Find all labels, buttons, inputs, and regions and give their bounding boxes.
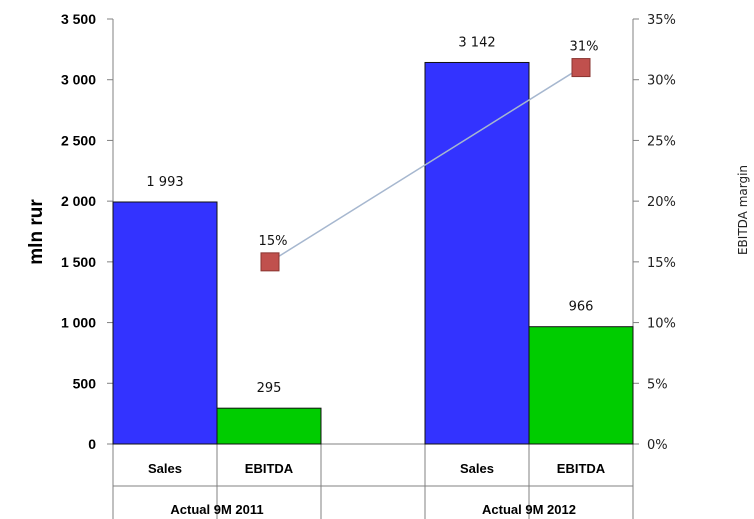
ebitda-value-label: 295 xyxy=(257,381,282,396)
y2-tick-label: 25% xyxy=(647,134,676,149)
y2-tick-label: 5% xyxy=(647,377,668,392)
y-tick-label: 0 xyxy=(88,436,96,452)
sales-bar-2 xyxy=(424,61,530,445)
margin-marker xyxy=(260,252,280,272)
category-label: EBITDA xyxy=(245,461,294,476)
margin-line xyxy=(269,66,582,263)
bars xyxy=(112,61,634,445)
y2-tick-label: 30% xyxy=(647,74,676,89)
category-label: EBITDA xyxy=(557,461,606,476)
y-axis-label: mln rur xyxy=(26,199,47,265)
category-label: Sales xyxy=(148,461,182,476)
y-tick-label: 1 000 xyxy=(61,315,96,331)
group-label: Actual 9M 2011 xyxy=(170,502,263,517)
sales-value-label: 1 993 xyxy=(146,175,183,190)
y-tick-label: 500 xyxy=(73,375,97,391)
margin-line-layer xyxy=(260,58,591,272)
margin-value-label: 15% xyxy=(259,234,288,249)
sales-bar-1 xyxy=(112,201,218,445)
y2-tick-label: 35% xyxy=(647,13,676,28)
ebitda-value-label: 966 xyxy=(569,300,594,315)
group-label: Actual 9M 2012 xyxy=(482,502,576,517)
y-tick-label: 2 500 xyxy=(61,132,96,148)
y2-tick-label: 20% xyxy=(647,195,676,210)
y2-tick-label: 15% xyxy=(647,256,676,271)
y-tick-label: 2 000 xyxy=(61,193,96,209)
y-tick-label: 3 000 xyxy=(61,72,96,88)
ebitda-bar-2 xyxy=(528,326,634,445)
category-label: Sales xyxy=(460,461,494,476)
y-tick-label: 3 500 xyxy=(61,11,96,27)
y2-tick-label: 10% xyxy=(647,317,676,332)
margin-marker xyxy=(571,58,591,78)
labels: 1 993 295 3 142 966 Sales EBITDA Sales EBITDA Ac… xyxy=(146,35,605,517)
y-tick-label: 1 500 xyxy=(61,254,96,270)
y2-tick-label: 0% xyxy=(647,438,668,453)
y2-axis-label: EBITDA margin xyxy=(736,165,750,255)
sales-value-label: 3 142 xyxy=(458,35,495,50)
margin-value-label: 31% xyxy=(570,40,599,55)
ebitda-bar-1 xyxy=(216,407,322,445)
